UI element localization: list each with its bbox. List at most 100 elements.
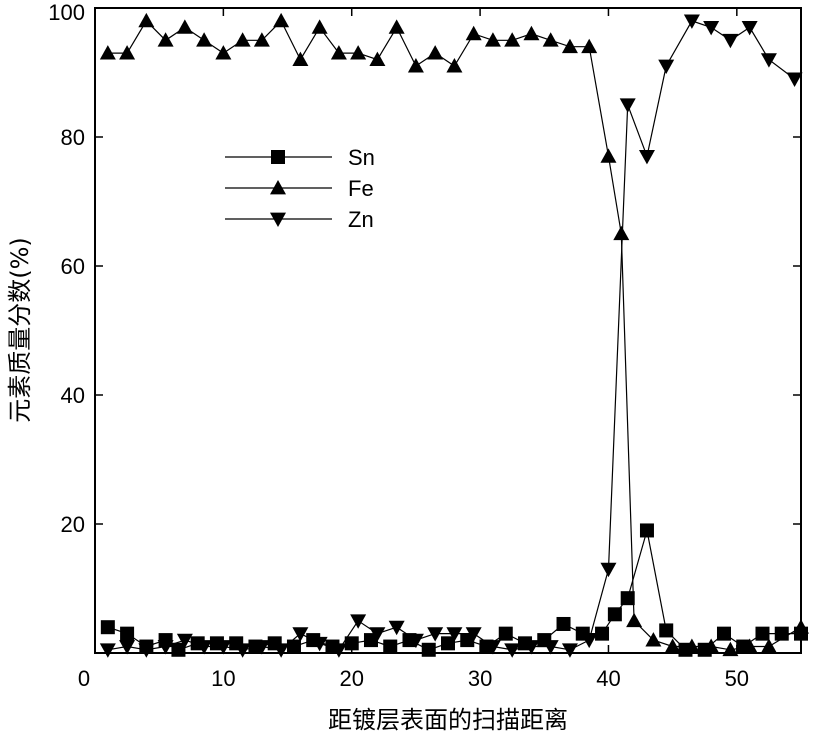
point-zn: [330, 643, 347, 658]
legend-label-fe: Fe: [348, 176, 374, 201]
point-sn: [363, 633, 378, 648]
point-zn: [561, 643, 578, 658]
point-fe: [427, 45, 444, 60]
point-fe: [350, 45, 367, 60]
point-fe: [645, 632, 662, 647]
point-sn: [659, 623, 674, 638]
y-tick-label: 60: [61, 254, 85, 279]
point-zn: [703, 20, 720, 36]
point-zn: [465, 627, 482, 642]
legend-marker-fe: [270, 180, 286, 195]
point-fe: [446, 58, 463, 73]
point-fe: [465, 25, 482, 41]
point-zn: [484, 640, 501, 655]
point-zn: [581, 633, 598, 649]
y-axis-title: 元素质量分数(%): [6, 237, 34, 423]
point-zn: [253, 640, 270, 655]
point-fe: [330, 45, 347, 60]
legend-marker-zn: [270, 212, 286, 227]
point-fe: [273, 12, 290, 28]
point-zn: [369, 627, 386, 642]
point-fe: [760, 638, 777, 653]
y-tick-label: 40: [61, 383, 85, 408]
point-sn: [171, 642, 186, 657]
axis-ticks: 0 10 20 30 40 50 20 40 60 80 100: [48, 0, 801, 691]
point-zn: [176, 633, 193, 649]
point-zn: [388, 620, 405, 636]
point-sn: [441, 636, 455, 651]
point-fe: [703, 638, 720, 653]
legend-item-fe: Fe: [225, 176, 374, 201]
point-zn: [273, 643, 290, 658]
point-sn: [716, 626, 731, 641]
point-sn: [460, 633, 475, 648]
point-zn: [311, 636, 328, 652]
point-fe: [99, 45, 116, 60]
point-fe: [369, 51, 386, 66]
point-fe: [600, 148, 617, 163]
point-zn: [446, 627, 463, 642]
point-fe: [157, 32, 174, 47]
point-fe: [683, 638, 700, 653]
point-zn: [658, 59, 675, 75]
series-zn: [99, 14, 803, 658]
point-fe: [561, 38, 578, 54]
point-sn: [286, 639, 301, 654]
point-sn: [498, 626, 513, 641]
point-fe: [504, 32, 521, 47]
point-zn: [600, 562, 617, 578]
point-fe: [626, 612, 643, 628]
point-fe: [234, 32, 251, 47]
point-fe: [292, 51, 309, 66]
point-zn: [350, 614, 367, 629]
series-fe: [99, 12, 809, 657]
point-zn: [234, 643, 251, 658]
x-tick-label: 20: [339, 666, 363, 691]
point-sn: [607, 607, 622, 622]
y-tick-label: 20: [61, 512, 85, 537]
legend-label-zn: Zn: [348, 207, 374, 232]
point-zn: [157, 640, 174, 655]
legend-marker-sn: [271, 150, 285, 164]
y-tick-label: 80: [61, 125, 85, 150]
y-tick-label: 100: [48, 0, 85, 25]
point-fe: [793, 619, 809, 634]
point-zn: [504, 643, 521, 658]
legend: Sn Fe Zn: [225, 145, 375, 232]
point-sn: [100, 620, 115, 635]
point-zn: [786, 72, 803, 87]
point-sn: [120, 626, 135, 641]
point-fe: [196, 32, 213, 47]
point-fe: [664, 638, 681, 653]
point-zn: [760, 53, 777, 68]
point-fe: [484, 32, 501, 47]
point-fe: [138, 12, 155, 28]
point-fe: [613, 225, 630, 241]
series-line-fe: [107, 19, 802, 651]
point-zn: [619, 98, 636, 113]
point-fe: [523, 25, 540, 41]
point-sn: [344, 636, 359, 651]
point-fe: [388, 19, 405, 34]
point-zn: [407, 633, 424, 649]
point-fe: [722, 641, 739, 657]
point-fe: [253, 32, 270, 47]
point-fe: [741, 638, 758, 653]
point-zn: [638, 149, 655, 165]
x-tick-label: 50: [725, 666, 749, 691]
legend-item-zn: Zn: [225, 207, 374, 232]
point-fe: [542, 32, 559, 47]
point-zn: [523, 640, 540, 655]
point-sn: [556, 616, 571, 631]
point-fe: [215, 45, 232, 60]
x-tick-label: 10: [211, 666, 235, 691]
point-zn: [292, 627, 309, 642]
point-fe: [311, 19, 328, 34]
x-tick-label: 30: [468, 666, 492, 691]
point-sn: [383, 639, 398, 654]
point-zn: [427, 627, 444, 642]
point-zn: [741, 20, 758, 36]
x-axis-title: 距镀层表面的扫描距离: [328, 706, 568, 734]
point-zn: [138, 643, 155, 658]
